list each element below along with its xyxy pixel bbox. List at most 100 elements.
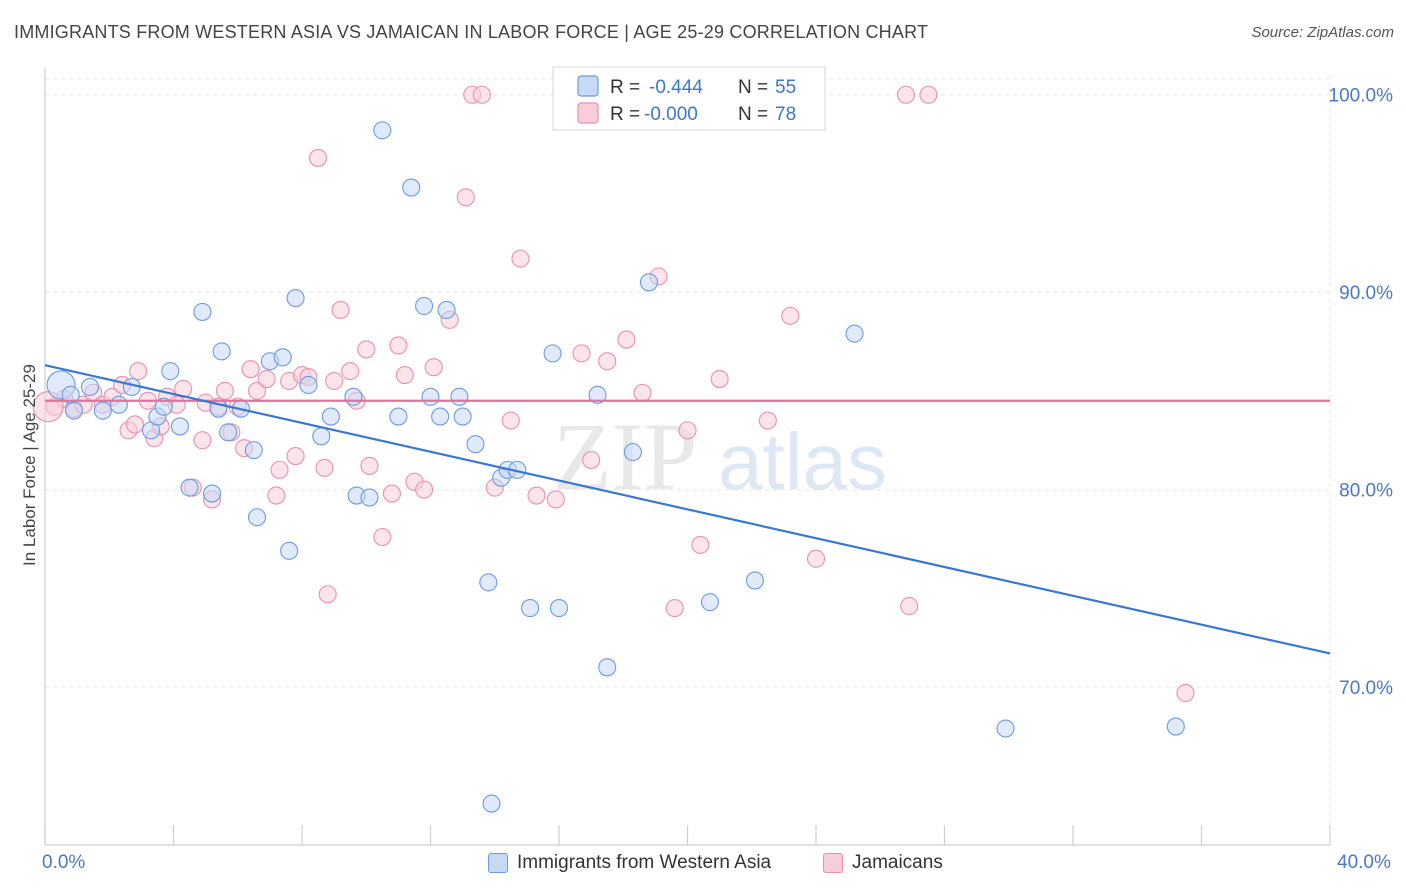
western-asia-point (421, 387, 440, 406)
western-asia-point (80, 377, 100, 396)
watermark-atlas: atlas (718, 417, 887, 506)
jamaicans-point (357, 340, 376, 359)
watermark: ZIP atlas (553, 403, 887, 510)
western-asia-point (745, 571, 765, 590)
jamaicans-point (424, 358, 443, 377)
jamaicans-point (546, 490, 565, 509)
jamaicans-point (331, 300, 350, 319)
trend-lines (44, 364, 1331, 655)
western-asia-point (373, 121, 392, 140)
western-asia-point (437, 300, 456, 319)
legend-r-value-2: -0.000 (644, 104, 698, 125)
bottom-legend: Immigrants from Western Asia Jamaicans (0, 852, 1406, 878)
jamaicans-point (270, 460, 289, 479)
jamaicans-point (665, 599, 684, 618)
western-asia-point (154, 397, 173, 416)
jamaicans-point (286, 447, 305, 466)
western-asia-point (453, 407, 472, 426)
legend-swatch-blue (577, 75, 599, 97)
western-asia-point (360, 488, 379, 507)
western-asia-point (996, 719, 1015, 738)
jamaicans-point (415, 480, 434, 499)
western-asia-point (431, 407, 450, 426)
chart-title: IMMIGRANTS FROM WESTERN ASIA VS JAMAICAN… (14, 22, 929, 42)
jamaicans-point (389, 336, 408, 355)
jamaicans-point (919, 85, 938, 104)
jamaicans-point (758, 411, 777, 430)
y-tick-label: 90.0% (1339, 283, 1393, 304)
western-asia-point (588, 385, 607, 404)
western-asia-point (170, 417, 189, 436)
jamaicans-point (617, 330, 636, 349)
legend-n-value-2: 78 (775, 104, 796, 125)
western-asia-point (450, 387, 469, 406)
western-asia-point (521, 599, 540, 618)
axes (44, 68, 1331, 846)
jamaicans-point (896, 85, 916, 104)
legend-r-value-1: -0.444 (649, 77, 703, 98)
western-asia-point (286, 289, 305, 308)
y-tick-label: 100.0% (1329, 86, 1394, 107)
y-axis-label: In Labor Force | Age 25-29 (20, 364, 39, 566)
western-asia-point (700, 593, 720, 612)
western-asia-point (543, 344, 562, 363)
western-asia-point (415, 296, 434, 316)
chart-source: Source: ZipAtlas.com (1251, 24, 1394, 41)
legend-r-label-1: R = (610, 77, 640, 98)
jamaicans-point (395, 366, 414, 385)
jamaicans-point (267, 486, 286, 505)
series-western-asia (46, 121, 1185, 813)
legend-n-label-1: N = (738, 77, 768, 98)
legend-n-label-2: N = (738, 104, 768, 125)
x-tick-label-min: 0.0% (42, 852, 86, 873)
bottom-legend-label-western-asia: Immigrants from Western Asia (517, 852, 772, 873)
bottom-legend-item-jamaicans: Jamaicans (823, 852, 943, 874)
jamaicans-point (806, 549, 826, 568)
series-jamaicans (32, 85, 1195, 703)
western-asia-point (161, 362, 180, 381)
western-asia-point (93, 401, 112, 420)
legend-swatch-pink (577, 102, 599, 124)
western-asia-point (623, 443, 642, 462)
y-tick-label: 80.0% (1339, 481, 1393, 502)
bottom-legend-item-western-asia: Immigrants from Western Asia (488, 852, 771, 874)
jamaicans-point (511, 249, 530, 268)
jamaicans-point (193, 431, 212, 450)
western-asia-point (389, 407, 408, 426)
western-asia-point (244, 441, 263, 460)
jamaicans-point (382, 484, 402, 503)
jamaicans-point (309, 148, 328, 167)
jamaicans-point (598, 352, 617, 371)
jamaicans-point (691, 535, 710, 554)
jamaicans-point (472, 85, 491, 104)
jamaicans-point (678, 421, 697, 440)
western-asia-point (344, 387, 363, 406)
jamaicans-point (900, 597, 919, 616)
western-asia-point (109, 395, 128, 414)
jamaicans-point (315, 458, 334, 477)
western-asia-point (212, 342, 231, 361)
legend-square-pink-icon (823, 853, 843, 873)
western-asia-point (639, 273, 659, 292)
jamaicans-point (373, 527, 392, 547)
jamaicans-point (360, 456, 379, 475)
jamaicans-point (241, 360, 260, 379)
jamaicans-point (318, 585, 337, 604)
western-asia-point (180, 478, 199, 497)
y-tick-label: 70.0% (1339, 678, 1393, 699)
jamaicans-point (325, 371, 344, 391)
western-asia-point (402, 178, 421, 197)
jamaicans-point (710, 370, 729, 389)
jamaicans-point (456, 188, 475, 207)
legend-r-label-2: R = (610, 104, 640, 125)
bottom-legend-label-jamaicans: Jamaicans (852, 852, 943, 873)
stats-legend: R = -0.444 N = 55 R = -0.000 N = 78 (552, 66, 826, 131)
western-asia-point (549, 599, 569, 618)
x-tick-label-max: 40.0% (1337, 852, 1391, 873)
western-asia-point (479, 573, 498, 592)
jamaicans-point (527, 486, 546, 505)
jamaicans-point (501, 411, 520, 430)
western-asia-point (280, 541, 299, 560)
western-asia-point (219, 423, 238, 442)
western-asia-point (1166, 717, 1185, 736)
